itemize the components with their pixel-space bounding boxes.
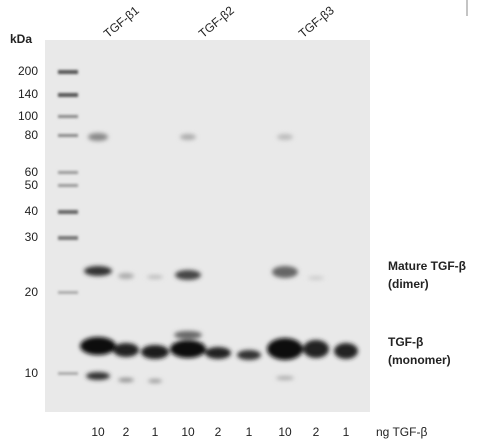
amount-label: 2 [215,425,222,439]
marker-label: 80 [25,128,39,142]
annotation: TGF-β [388,335,423,349]
axis-title: kDa [10,32,32,46]
annotation: (monomer) [388,353,451,367]
marker-label: 20 [25,285,39,299]
amount-label: 10 [278,425,292,439]
annotation: Mature TGF-β [388,259,466,273]
amount-label: 10 [181,425,195,439]
amount-label: 10 [91,425,105,439]
amount-label: 2 [123,425,130,439]
lane-label: TGF-β2 [196,3,237,41]
amount-label: 1 [343,425,350,439]
amount-label: 1 [246,425,253,439]
marker-label: 40 [25,204,39,218]
marker-label: 10 [25,366,39,380]
marker-label: 30 [25,230,39,244]
marker-label: 140 [18,87,38,101]
marker-label: 200 [18,64,38,78]
annotation: (dimer) [388,277,429,291]
amount-unit: ng TGF-β [376,425,427,439]
lane-label: TGF-β3 [296,3,337,41]
amount-label: 1 [152,425,159,439]
bands [58,70,358,383]
marker-label: 100 [18,109,38,123]
lane-label: TGF-β1 [101,3,142,41]
marker-label: 60 [25,165,39,179]
amount-label: 2 [313,425,320,439]
marker-label: 50 [25,178,39,192]
